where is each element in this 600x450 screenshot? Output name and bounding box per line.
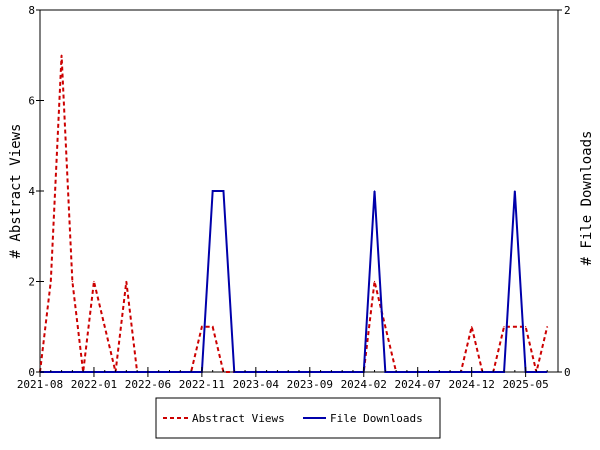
x-tick-label: 2022-01 xyxy=(71,378,117,391)
data-point-abstract-views xyxy=(104,326,106,328)
data-point-file-downloads xyxy=(373,190,376,192)
x-tick-label: 2022-06 xyxy=(125,378,171,391)
data-point-abstract-views xyxy=(93,280,95,283)
y-tick-label: 8 xyxy=(28,4,35,17)
data-point-abstract-views xyxy=(60,54,63,56)
legend-label-file-downloads: File Downloads xyxy=(330,412,423,425)
x-tick-label: 2024-02 xyxy=(341,378,387,391)
legend-label-abstract-views: Abstract Views xyxy=(192,412,285,425)
x-tick-label: 2024-07 xyxy=(395,378,441,391)
data-point-abstract-views xyxy=(71,280,73,283)
x-tick-label: 2025-05 xyxy=(502,378,548,391)
data-point-file-downloads xyxy=(212,190,214,192)
data-point-abstract-views xyxy=(525,326,527,328)
y-tick-label: 2 xyxy=(28,276,35,289)
series-line-file-downloads xyxy=(40,190,548,373)
data-point-abstract-views xyxy=(546,326,548,328)
data-point-abstract-views xyxy=(125,280,127,283)
legend: Abstract Views File Downloads xyxy=(155,397,441,439)
y-axis-title: # Abstract Views xyxy=(8,124,24,259)
y2-tick-label: 2 xyxy=(564,4,571,17)
data-point-abstract-views xyxy=(503,326,505,328)
x-tick-label: 2023-09 xyxy=(287,378,333,391)
data-point-file-downloads xyxy=(514,190,516,192)
x-tick-label: 2021-08 xyxy=(17,378,63,391)
plot-area xyxy=(39,9,559,373)
legend-box xyxy=(155,397,441,439)
y2-axis-title: # File Downloads xyxy=(579,131,595,266)
data-point-abstract-views xyxy=(373,280,376,283)
data-point-abstract-views xyxy=(384,326,386,328)
data-point-abstract-views xyxy=(212,326,214,328)
y-tick-label: 0 xyxy=(28,366,35,379)
data-point-abstract-views xyxy=(471,326,473,328)
y-tick-label: 6 xyxy=(28,95,35,108)
y-tick-label: 4 xyxy=(28,185,35,198)
series-line-abstract-views xyxy=(39,55,549,373)
x-tick-label: 2023-04 xyxy=(233,378,280,391)
data-point-abstract-views xyxy=(201,326,203,328)
data-point-abstract-views xyxy=(514,326,516,328)
data-point-abstract-views xyxy=(50,280,52,283)
x-tick-label: 2022-11 xyxy=(179,378,225,391)
y2-tick-label: 0 xyxy=(564,366,571,379)
x-tick-label: 2024-12 xyxy=(448,378,494,391)
data-point-file-downloads xyxy=(222,190,225,192)
